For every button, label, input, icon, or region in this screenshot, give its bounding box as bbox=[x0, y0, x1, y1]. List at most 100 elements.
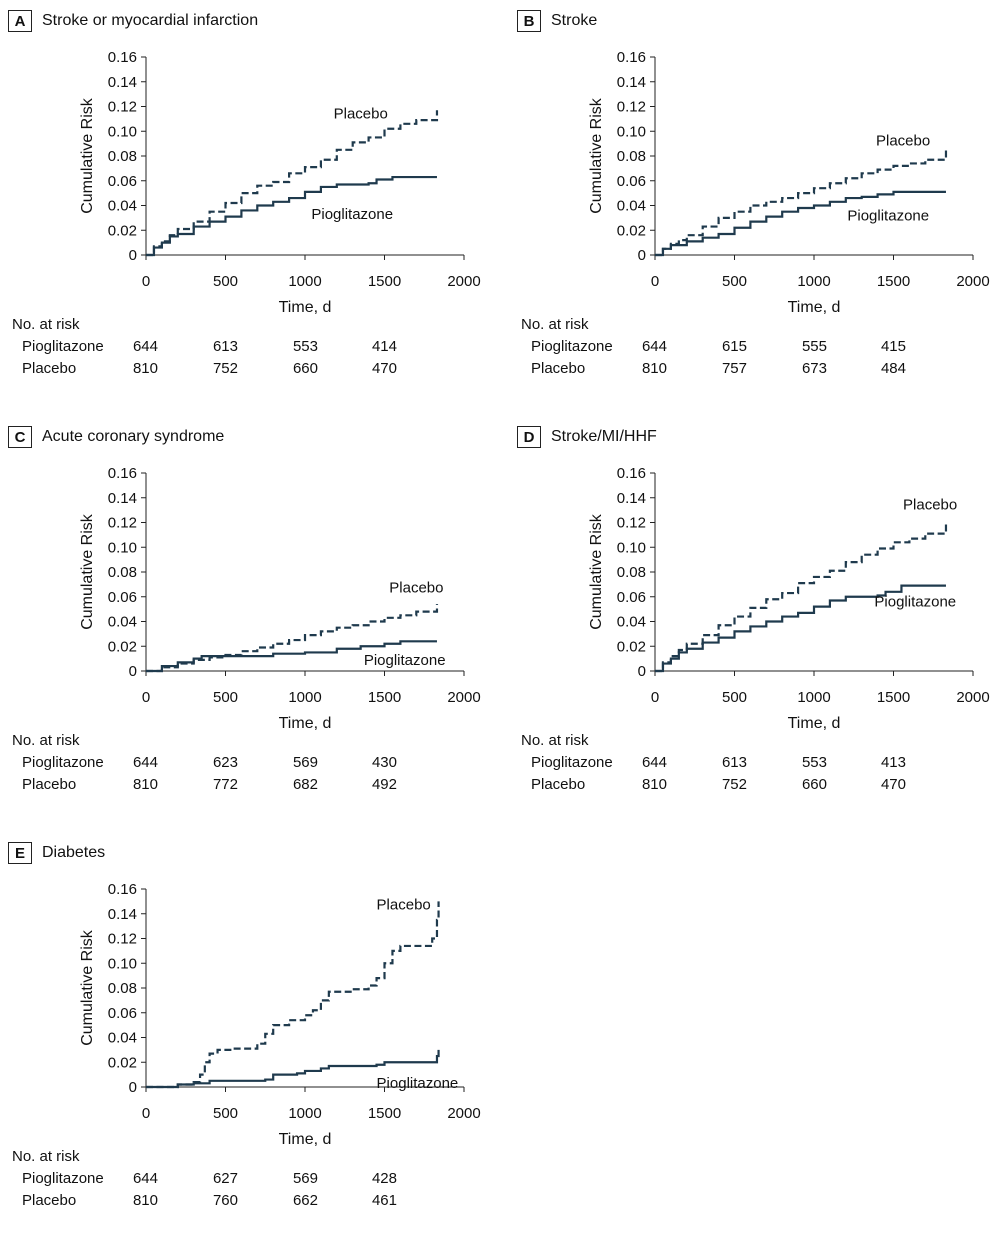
y-tick-label: 0.04 bbox=[617, 614, 646, 631]
y-tick-label: 0.14 bbox=[108, 906, 137, 923]
y-tick-label: 0.14 bbox=[108, 74, 137, 91]
at-risk-value: 470 bbox=[371, 360, 397, 377]
series-label: Placebo bbox=[903, 497, 957, 514]
chart-plot: 0 0.02 0.04 0.06 0.08 0.10 0.12 0.14 0.16 0 500 100… bbox=[79, 881, 481, 1148]
at-risk-label: Placebo bbox=[22, 360, 77, 377]
y-tick-label: 0.12 bbox=[108, 931, 137, 948]
at-risk-value: 810 bbox=[641, 360, 667, 377]
panel-e: E Diabetes 0 0.02 0.04 0.06 0.08 0.10 0.12 0.14… bbox=[0, 832, 490, 1242]
x-tick-label: 500 bbox=[213, 1105, 238, 1122]
x-tick-label: 1500 bbox=[368, 1105, 401, 1122]
series-label: Placebo bbox=[876, 132, 930, 149]
at-risk-value: 414 bbox=[371, 338, 397, 355]
at-risk-value: 810 bbox=[132, 1192, 158, 1209]
x-tick-label: 0 bbox=[651, 689, 659, 706]
placebo-curve bbox=[146, 901, 440, 1089]
at-risk-value: 627 bbox=[212, 1170, 238, 1187]
x-tick-label: 1500 bbox=[877, 689, 910, 706]
at-risk-label: Placebo bbox=[531, 776, 586, 793]
y-tick-label: 0 bbox=[129, 663, 137, 680]
panel-title: Diabetes bbox=[42, 844, 106, 861]
at-risk-row: Placebo 810 757 673 484 bbox=[509, 360, 999, 380]
panel-header: B Stroke bbox=[517, 9, 597, 33]
y-tick-label: 0.06 bbox=[617, 589, 646, 606]
y-tick-label: 0.02 bbox=[108, 222, 137, 239]
x-tick-label: 1500 bbox=[877, 273, 910, 290]
y-tick-label: 0 bbox=[129, 247, 137, 264]
at-risk-label: Pioglitazone bbox=[22, 338, 104, 355]
y-tick-label: 0.12 bbox=[617, 515, 646, 532]
at-risk-title: No. at risk bbox=[12, 1148, 80, 1165]
at-risk-row: Pioglitazone 644 627 569 428 bbox=[0, 1170, 490, 1190]
placebo-curve bbox=[655, 523, 948, 673]
x-tick-label: 0 bbox=[142, 689, 150, 706]
x-tick-label: 500 bbox=[213, 689, 238, 706]
at-risk-value: 413 bbox=[880, 754, 906, 771]
y-tick-label: 0.06 bbox=[108, 173, 137, 190]
y-tick-label: 0 bbox=[638, 247, 646, 264]
y-tick-label: 0.10 bbox=[108, 955, 137, 972]
y-tick-label: 0.04 bbox=[108, 1030, 137, 1047]
x-tick-label: 2000 bbox=[447, 273, 480, 290]
y-tick-label: 0.04 bbox=[617, 198, 646, 215]
y-tick-label: 0.14 bbox=[108, 490, 137, 507]
chart-plot: 0 0.02 0.04 0.06 0.08 0.10 0.12 0.14 0.16 0 500 100… bbox=[588, 465, 990, 732]
y-tick-label: 0.10 bbox=[108, 123, 137, 140]
y-tick-label: 0.12 bbox=[617, 99, 646, 116]
pioglitazone-curve bbox=[146, 640, 437, 673]
at-risk-row: Placebo 810 760 662 461 bbox=[0, 1192, 490, 1212]
at-risk-label: Pioglitazone bbox=[22, 1170, 104, 1187]
panel-letter: E bbox=[8, 842, 32, 864]
at-risk-value: 673 bbox=[801, 360, 827, 377]
at-risk-table: No. at risk Pioglitazone 644 615 555 415… bbox=[509, 316, 999, 396]
y-tick-label: 0.14 bbox=[617, 490, 646, 507]
pioglitazone-curve bbox=[146, 1049, 440, 1089]
at-risk-value: 757 bbox=[721, 360, 747, 377]
at-risk-title: No. at risk bbox=[521, 316, 589, 333]
at-risk-value: 810 bbox=[132, 360, 158, 377]
pioglitazone-curve bbox=[655, 584, 946, 673]
at-risk-value: 461 bbox=[371, 1192, 397, 1209]
at-risk-value: 470 bbox=[880, 776, 906, 793]
y-tick-label: 0.06 bbox=[617, 173, 646, 190]
y-tick-label: 0.04 bbox=[108, 198, 137, 215]
at-risk-value: 555 bbox=[801, 338, 827, 355]
x-tick-label: 1000 bbox=[797, 689, 830, 706]
y-tick-label: 0 bbox=[638, 663, 646, 680]
pioglitazone-curve bbox=[655, 190, 946, 257]
chart-plot: 0 0.02 0.04 0.06 0.08 0.10 0.12 0.14 0.16 0 500 100… bbox=[79, 49, 481, 316]
at-risk-value: 428 bbox=[371, 1170, 397, 1187]
x-tick-label: 0 bbox=[142, 273, 150, 290]
y-tick-label: 0.02 bbox=[108, 638, 137, 655]
chart-plot: 0 0.02 0.04 0.06 0.08 0.10 0.12 0.14 0.16 0 500 100… bbox=[588, 49, 990, 316]
y-axis-label: Cumulative Risk bbox=[79, 97, 96, 214]
at-risk-table: No. at risk Pioglitazone 644 613 553 414… bbox=[0, 316, 490, 396]
at-risk-value: 644 bbox=[132, 1170, 158, 1187]
at-risk-value: 772 bbox=[212, 776, 238, 793]
panel-c: C Acute coronary syndrome 0 0.02 0.04 0.06 0… bbox=[0, 416, 490, 826]
at-risk-row: Placebo 810 752 660 470 bbox=[0, 360, 490, 380]
panel-letter: A bbox=[8, 10, 32, 32]
x-tick-label: 0 bbox=[651, 273, 659, 290]
y-tick-label: 0.14 bbox=[617, 74, 646, 91]
x-tick-label: 1000 bbox=[797, 273, 830, 290]
series-label: Pioglitazone bbox=[377, 1075, 459, 1092]
at-risk-value: 682 bbox=[292, 776, 318, 793]
at-risk-value: 553 bbox=[292, 338, 318, 355]
at-risk-value: 644 bbox=[641, 338, 667, 355]
x-axis-label: Time, d bbox=[788, 299, 841, 316]
series-label: Pioglitazone bbox=[311, 206, 393, 223]
at-risk-table: No. at risk Pioglitazone 644 627 569 428… bbox=[0, 1148, 490, 1228]
at-risk-label: Placebo bbox=[22, 776, 77, 793]
panel-header: C Acute coronary syndrome bbox=[8, 425, 224, 449]
at-risk-value: 615 bbox=[721, 338, 747, 355]
y-axis-label: Cumulative Risk bbox=[79, 929, 96, 1046]
at-risk-table: No. at risk Pioglitazone 644 613 553 413… bbox=[509, 732, 999, 812]
y-tick-label: 0 bbox=[129, 1079, 137, 1096]
at-risk-value: 644 bbox=[132, 754, 158, 771]
y-tick-label: 0.16 bbox=[617, 49, 646, 66]
panel-d: D Stroke/MI/HHF 0 0.02 0.04 0.06 0.08 0.10 0.1… bbox=[509, 416, 999, 826]
at-risk-row: Placebo 810 772 682 492 bbox=[0, 776, 490, 796]
at-risk-title: No. at risk bbox=[521, 732, 589, 749]
at-risk-value: 810 bbox=[641, 776, 667, 793]
